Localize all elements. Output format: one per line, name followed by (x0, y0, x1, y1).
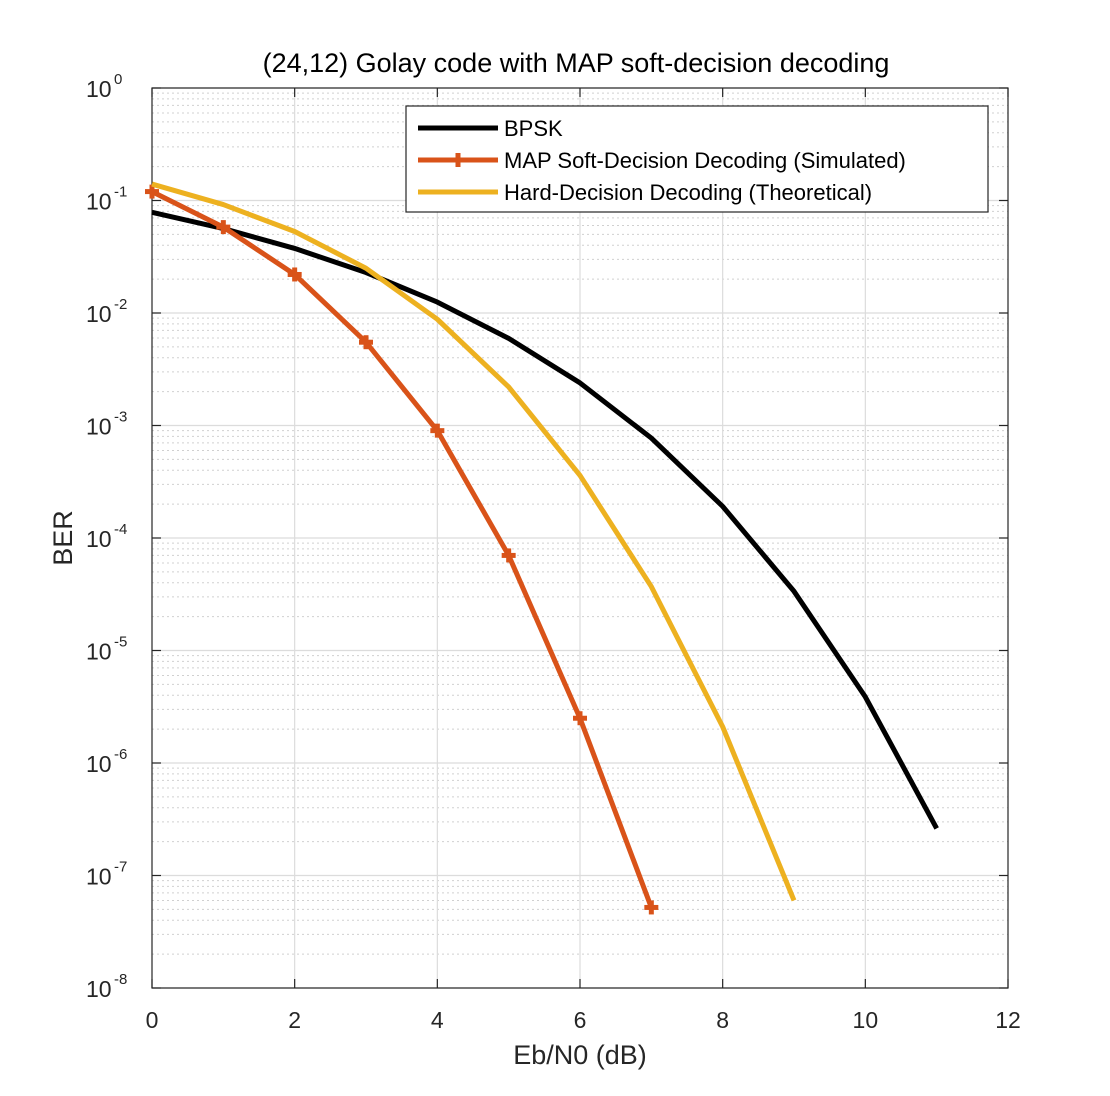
series-1 (151, 209, 939, 830)
y-tick-exponent: 0 (114, 71, 122, 88)
chart-title: (24,12) Golay code with MAP soft-decisio… (263, 48, 890, 78)
legend-label: MAP Soft-Decision Decoding (Simulated) (504, 148, 906, 173)
y-tick-exponent: -3 (114, 409, 127, 426)
y-tick-exponent: -1 (114, 184, 127, 201)
x-tick-label: 8 (716, 1007, 729, 1033)
legend-label: Hard-Decision Decoding (Theoretical) (504, 180, 872, 205)
series-2 (145, 184, 659, 915)
legend-item: Hard-Decision Decoding (Theoretical) (418, 180, 872, 205)
y-tick-base: 10 (86, 76, 112, 102)
series-3 (151, 181, 797, 902)
legend-label: BPSK (504, 116, 563, 141)
legend-item: BPSK (418, 116, 563, 141)
y-tick-base: 10 (86, 301, 112, 327)
x-tick-label: 0 (146, 1007, 159, 1033)
series-line (150, 189, 654, 909)
x-tick-label: 2 (288, 1007, 301, 1033)
y-tick-label: 10 -4 (86, 521, 127, 552)
y-tick-exponent: -2 (114, 296, 127, 313)
x-axis-label: Eb/N0 (dB) (513, 1040, 647, 1070)
y-tick-base: 10 (86, 864, 112, 890)
tick-layer: 10 010 -110 -210 -310 -410 -510 -610 -710 -80 2 4 6 8… (86, 71, 1021, 1033)
legend-item: MAP Soft-Decision Decoding (Simulated) (418, 148, 906, 173)
legend: BPSK MAP Soft-Decision Decoding (Simulate… (405, 105, 989, 213)
y-tick-exponent: -5 (114, 634, 127, 651)
y-tick-exponent: -6 (114, 746, 127, 763)
y-tick-base: 10 (86, 976, 112, 1002)
x-tick-label: 12 (995, 1007, 1021, 1033)
data-point-marker (573, 711, 587, 726)
series-line (151, 181, 797, 902)
series-layer (145, 181, 939, 915)
y-tick-label: 10 -1 (86, 184, 127, 215)
data-point-marker (216, 220, 231, 235)
y-tick-exponent: -4 (114, 521, 127, 538)
y-tick-label: 10 -8 (86, 971, 127, 1002)
y-tick-base: 10 (86, 189, 112, 215)
y-tick-base: 10 (86, 414, 112, 440)
y-tick-label: 10 0 (86, 71, 122, 102)
x-tick-label: 10 (853, 1007, 879, 1033)
y-tick-label: 10 -2 (86, 296, 127, 327)
y-tick-base: 10 (86, 639, 112, 665)
data-point-marker (287, 267, 302, 282)
series-line (151, 209, 939, 830)
data-point-marker (430, 423, 445, 438)
y-tick-exponent: -7 (114, 859, 127, 876)
y-tick-base: 10 (86, 526, 112, 552)
data-point-marker (644, 900, 659, 915)
y-tick-base: 10 (86, 751, 112, 777)
legend-box (405, 105, 989, 213)
y-tick-label: 10 -3 (86, 409, 127, 440)
data-point-marker (359, 335, 373, 350)
y-tick-label: 10 -6 (86, 746, 127, 777)
data-point-marker (145, 184, 159, 199)
x-tick-label: 6 (574, 1007, 587, 1033)
y-tick-label: 10 -5 (86, 634, 127, 665)
y-axis-label: BER (48, 510, 78, 566)
y-tick-exponent: -8 (114, 971, 127, 988)
data-point-marker (501, 548, 516, 563)
x-tick-label: 4 (431, 1007, 444, 1033)
y-tick-label: 10 -7 (86, 859, 127, 890)
